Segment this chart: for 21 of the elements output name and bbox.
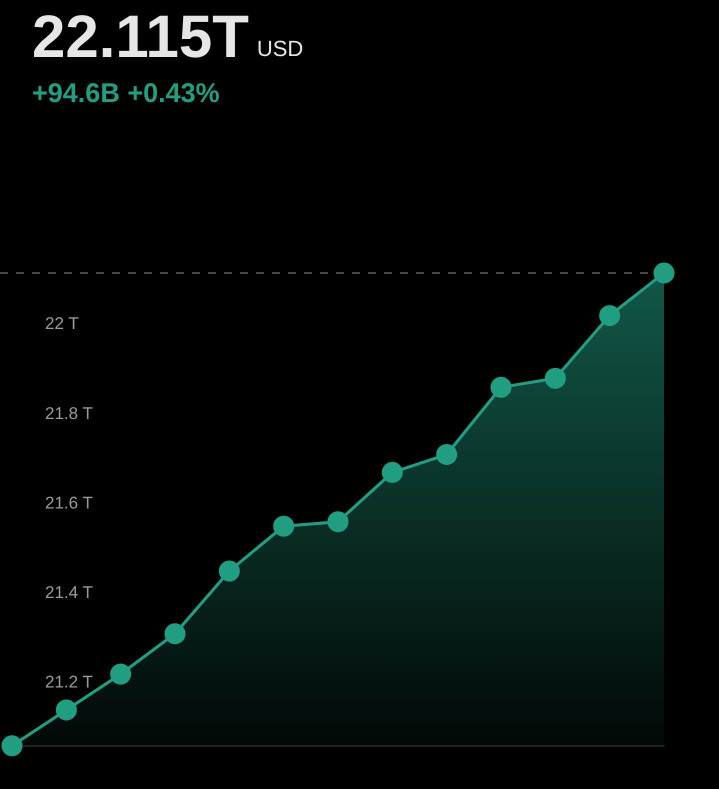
chart-subtitle: +94.6B +0.43% <box>32 78 220 109</box>
point <box>544 368 566 389</box>
y-tick-label: 21.2 T <box>45 672 93 692</box>
point <box>382 462 403 483</box>
y-tick-label: 22 T <box>45 314 79 334</box>
point <box>328 511 348 532</box>
point <box>436 444 458 465</box>
point <box>164 623 186 644</box>
point <box>110 664 132 685</box>
point <box>218 560 240 582</box>
point <box>56 699 77 720</box>
y-tick-label: 21.6 T <box>45 493 93 512</box>
text: USD <box>256 36 304 62</box>
point <box>654 262 674 284</box>
point <box>599 305 620 326</box>
chart-title: 22.115T <box>32 2 249 72</box>
point <box>490 376 512 398</box>
point <box>2 735 22 756</box>
y-tick-label: 21.8 T <box>45 404 93 423</box>
point <box>273 516 294 537</box>
y-tick-label: 21.4 T <box>45 583 93 602</box>
